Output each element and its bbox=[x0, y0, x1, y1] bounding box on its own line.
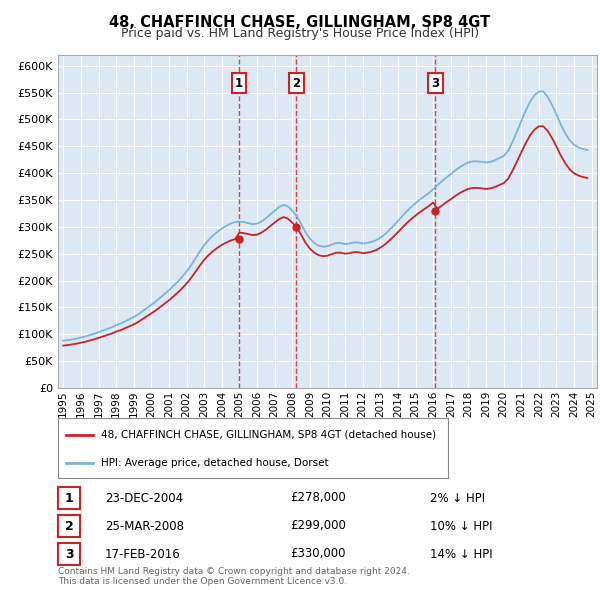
Text: 1: 1 bbox=[235, 77, 243, 90]
Text: Contains HM Land Registry data © Crown copyright and database right 2024.
This d: Contains HM Land Registry data © Crown c… bbox=[58, 566, 410, 586]
Text: 48, CHAFFINCH CHASE, GILLINGHAM, SP8 4GT: 48, CHAFFINCH CHASE, GILLINGHAM, SP8 4GT bbox=[109, 15, 491, 30]
Text: 25-MAR-2008: 25-MAR-2008 bbox=[105, 520, 184, 533]
Text: 2: 2 bbox=[65, 520, 73, 533]
Text: 14% ↓ HPI: 14% ↓ HPI bbox=[430, 548, 493, 560]
Text: 10% ↓ HPI: 10% ↓ HPI bbox=[430, 520, 493, 533]
Text: 1: 1 bbox=[65, 491, 73, 504]
Text: £278,000: £278,000 bbox=[290, 491, 346, 504]
Text: Price paid vs. HM Land Registry's House Price Index (HPI): Price paid vs. HM Land Registry's House … bbox=[121, 27, 479, 40]
Text: 2: 2 bbox=[292, 77, 301, 90]
Text: 23-DEC-2004: 23-DEC-2004 bbox=[105, 491, 183, 504]
Text: 3: 3 bbox=[431, 77, 439, 90]
Text: 2% ↓ HPI: 2% ↓ HPI bbox=[430, 491, 485, 504]
Text: 48, CHAFFINCH CHASE, GILLINGHAM, SP8 4GT (detached house): 48, CHAFFINCH CHASE, GILLINGHAM, SP8 4GT… bbox=[101, 430, 436, 440]
Text: HPI: Average price, detached house, Dorset: HPI: Average price, detached house, Dors… bbox=[101, 458, 329, 468]
Text: £299,000: £299,000 bbox=[290, 520, 346, 533]
Text: £330,000: £330,000 bbox=[290, 548, 346, 560]
Text: 17-FEB-2016: 17-FEB-2016 bbox=[105, 548, 181, 560]
Text: 3: 3 bbox=[65, 548, 73, 560]
